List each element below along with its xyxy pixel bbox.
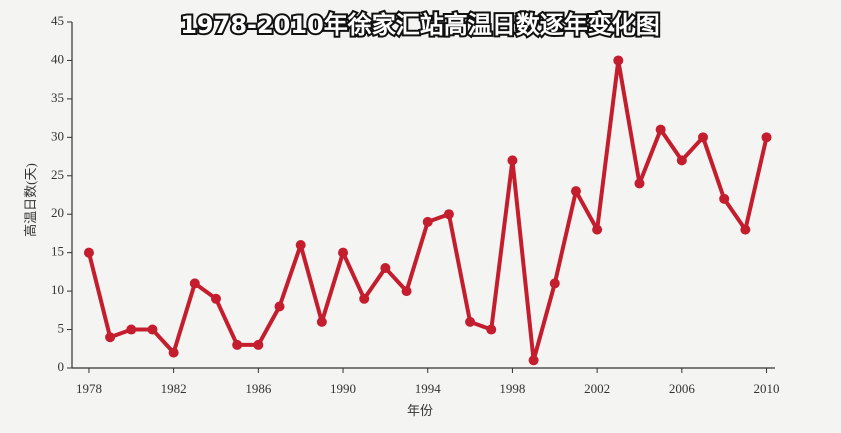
x-tick-label: 1982 bbox=[161, 381, 187, 396]
data-point bbox=[105, 332, 116, 343]
data-point bbox=[295, 239, 306, 250]
data-point bbox=[570, 186, 581, 197]
y-tick-label: 20 bbox=[51, 205, 64, 220]
data-point bbox=[443, 209, 454, 220]
y-tick-label: 5 bbox=[58, 321, 65, 336]
data-point bbox=[189, 278, 200, 289]
data-point bbox=[232, 339, 243, 350]
data-point bbox=[253, 339, 264, 350]
data-point bbox=[274, 301, 285, 312]
x-tick-label: 1998 bbox=[499, 381, 525, 396]
data-point bbox=[126, 324, 137, 335]
data-point bbox=[486, 324, 497, 335]
x-tick-label: 2010 bbox=[754, 381, 780, 396]
x-tick-label: 2002 bbox=[584, 381, 610, 396]
x-tick-label: 1994 bbox=[415, 381, 442, 396]
y-tick-label: 25 bbox=[51, 167, 64, 182]
data-point bbox=[422, 216, 433, 227]
data-point bbox=[676, 155, 687, 166]
data-point bbox=[655, 124, 666, 135]
data-point bbox=[168, 347, 179, 358]
data-point bbox=[634, 178, 645, 189]
data-point bbox=[613, 55, 624, 66]
data-point bbox=[507, 155, 518, 166]
data-point bbox=[380, 263, 391, 274]
data-line bbox=[86, 58, 769, 363]
x-tick-label: 1986 bbox=[245, 381, 272, 396]
data-point bbox=[592, 224, 603, 235]
data-point bbox=[316, 316, 327, 327]
data-point bbox=[338, 247, 349, 258]
data-point bbox=[740, 224, 751, 235]
data-point bbox=[761, 132, 772, 143]
y-tick-label: 10 bbox=[51, 282, 64, 297]
y-tick-label: 45 bbox=[51, 13, 64, 28]
y-axis-label: 高温日数(天) bbox=[23, 163, 38, 237]
x-tick-label: 1978 bbox=[76, 381, 102, 396]
data-point bbox=[401, 286, 412, 297]
y-tick-label: 0 bbox=[58, 359, 65, 374]
y-tick-label: 15 bbox=[51, 244, 64, 259]
y-tick-label: 35 bbox=[51, 90, 64, 105]
y-tick-label: 30 bbox=[51, 128, 64, 143]
data-point bbox=[359, 293, 370, 304]
x-tick-label: 1990 bbox=[330, 381, 356, 396]
data-point bbox=[528, 355, 539, 366]
y-tick-label: 40 bbox=[51, 51, 64, 66]
data-point bbox=[549, 278, 560, 289]
data-point bbox=[719, 193, 730, 204]
data-point bbox=[83, 247, 94, 258]
data-point bbox=[465, 316, 476, 327]
data-point bbox=[147, 324, 158, 335]
x-axis-label: 年份 bbox=[407, 403, 433, 418]
data-point bbox=[210, 293, 221, 304]
chart-title: 1978-2010年徐家汇站高温日数逐年变化图 bbox=[180, 11, 660, 39]
data-point bbox=[698, 132, 709, 143]
x-tick-label: 2006 bbox=[669, 381, 696, 396]
